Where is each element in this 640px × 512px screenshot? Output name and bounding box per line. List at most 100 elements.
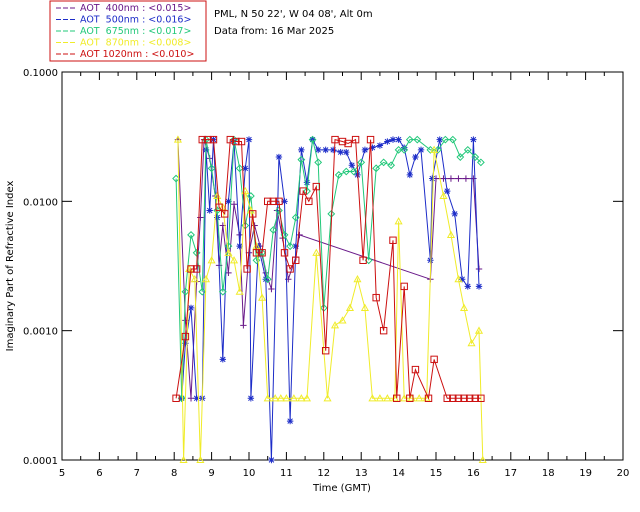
data-point <box>303 179 311 186</box>
data-point <box>249 210 257 218</box>
data-point <box>286 417 294 425</box>
data-point <box>303 187 311 196</box>
data-point <box>297 394 306 402</box>
data-point <box>258 249 266 257</box>
data-point <box>308 135 317 144</box>
data-point <box>331 135 339 144</box>
data-point <box>258 293 267 301</box>
legend-entry: AOT 400nm : <0.015> <box>80 3 191 14</box>
data-point <box>187 395 195 402</box>
data-point <box>305 197 313 206</box>
x-tick-label: 6 <box>96 468 102 479</box>
data-point <box>243 265 251 273</box>
data-point <box>181 287 190 296</box>
data-point <box>470 175 477 182</box>
data-point <box>275 153 283 161</box>
data-point <box>368 394 377 402</box>
data-point <box>232 137 240 146</box>
data-point <box>344 139 352 148</box>
data-point <box>406 171 414 179</box>
data-point <box>321 347 330 355</box>
data-point <box>268 285 275 293</box>
data-point <box>322 146 329 154</box>
legend-entry: AOT 1020nm : <0.010> <box>80 49 194 60</box>
data-point <box>475 265 483 273</box>
data-point <box>263 275 272 284</box>
data-point <box>187 231 195 239</box>
data-point <box>197 214 204 221</box>
data-point <box>338 137 347 146</box>
data-point <box>292 242 299 250</box>
data-point <box>424 394 433 402</box>
x-tick-label: 10 <box>243 468 256 479</box>
data-point <box>312 182 321 191</box>
data-point <box>263 394 272 402</box>
data-point <box>225 198 232 205</box>
data-point <box>477 394 485 402</box>
data-point <box>275 197 283 206</box>
data-point <box>454 274 463 283</box>
data-point <box>456 153 465 161</box>
data-point <box>411 365 420 374</box>
data-point <box>246 192 255 200</box>
series-line <box>181 138 480 461</box>
legend-entry: AOT 870nm : <0.008> <box>80 38 191 49</box>
data-point <box>209 135 218 144</box>
data-point <box>462 175 470 182</box>
data-point <box>463 145 472 154</box>
data-point <box>348 162 356 169</box>
data-point <box>395 136 402 143</box>
data-point <box>470 136 477 143</box>
date-label: Data from: 16 Mar 2025 <box>214 26 334 37</box>
data-point <box>334 171 343 179</box>
x-tick-label: 12 <box>317 468 330 479</box>
data-point <box>182 340 189 347</box>
data-point <box>357 158 366 167</box>
data-point <box>406 394 414 402</box>
data-point <box>376 142 384 149</box>
data-point <box>460 303 469 311</box>
data-point <box>366 135 375 144</box>
data-point <box>349 167 358 176</box>
data-point <box>448 135 457 144</box>
data-point <box>292 256 300 265</box>
data-point <box>394 217 403 225</box>
x-tick-label: 13 <box>355 468 368 479</box>
data-point <box>372 164 381 173</box>
x-tick-label: 9 <box>208 468 214 479</box>
data-point <box>172 394 180 402</box>
x-tick-label: 17 <box>504 468 517 479</box>
data-point <box>229 256 239 264</box>
y-tick-label: 0.0010 <box>23 327 58 338</box>
data-point <box>181 332 190 341</box>
data-point <box>478 455 487 464</box>
data-point <box>447 175 455 182</box>
data-point <box>454 394 463 402</box>
data-point <box>455 175 462 182</box>
series-5 <box>172 135 485 402</box>
data-point <box>375 394 384 402</box>
data-point <box>436 136 443 143</box>
data-point <box>240 322 247 329</box>
data-point <box>449 394 457 402</box>
data-point <box>443 394 451 402</box>
data-point <box>441 135 450 144</box>
data-point <box>361 146 369 154</box>
x-tick-label: 16 <box>467 468 480 479</box>
data-point <box>198 287 207 296</box>
data-point <box>201 274 211 283</box>
data-point <box>323 394 332 402</box>
legend: AOT 400nm : <0.015>AOT 500nm : <0.016>AO… <box>49 0 207 62</box>
data-point <box>236 242 243 250</box>
data-point <box>268 456 275 464</box>
data-point <box>369 144 376 151</box>
data-point <box>286 265 294 273</box>
data-point <box>379 326 388 335</box>
plot-area <box>61 71 624 461</box>
data-point <box>276 394 285 402</box>
data-point <box>282 394 291 402</box>
data-point <box>474 326 484 334</box>
data-point <box>405 135 414 144</box>
data-point <box>271 394 280 402</box>
data-point <box>444 187 451 195</box>
